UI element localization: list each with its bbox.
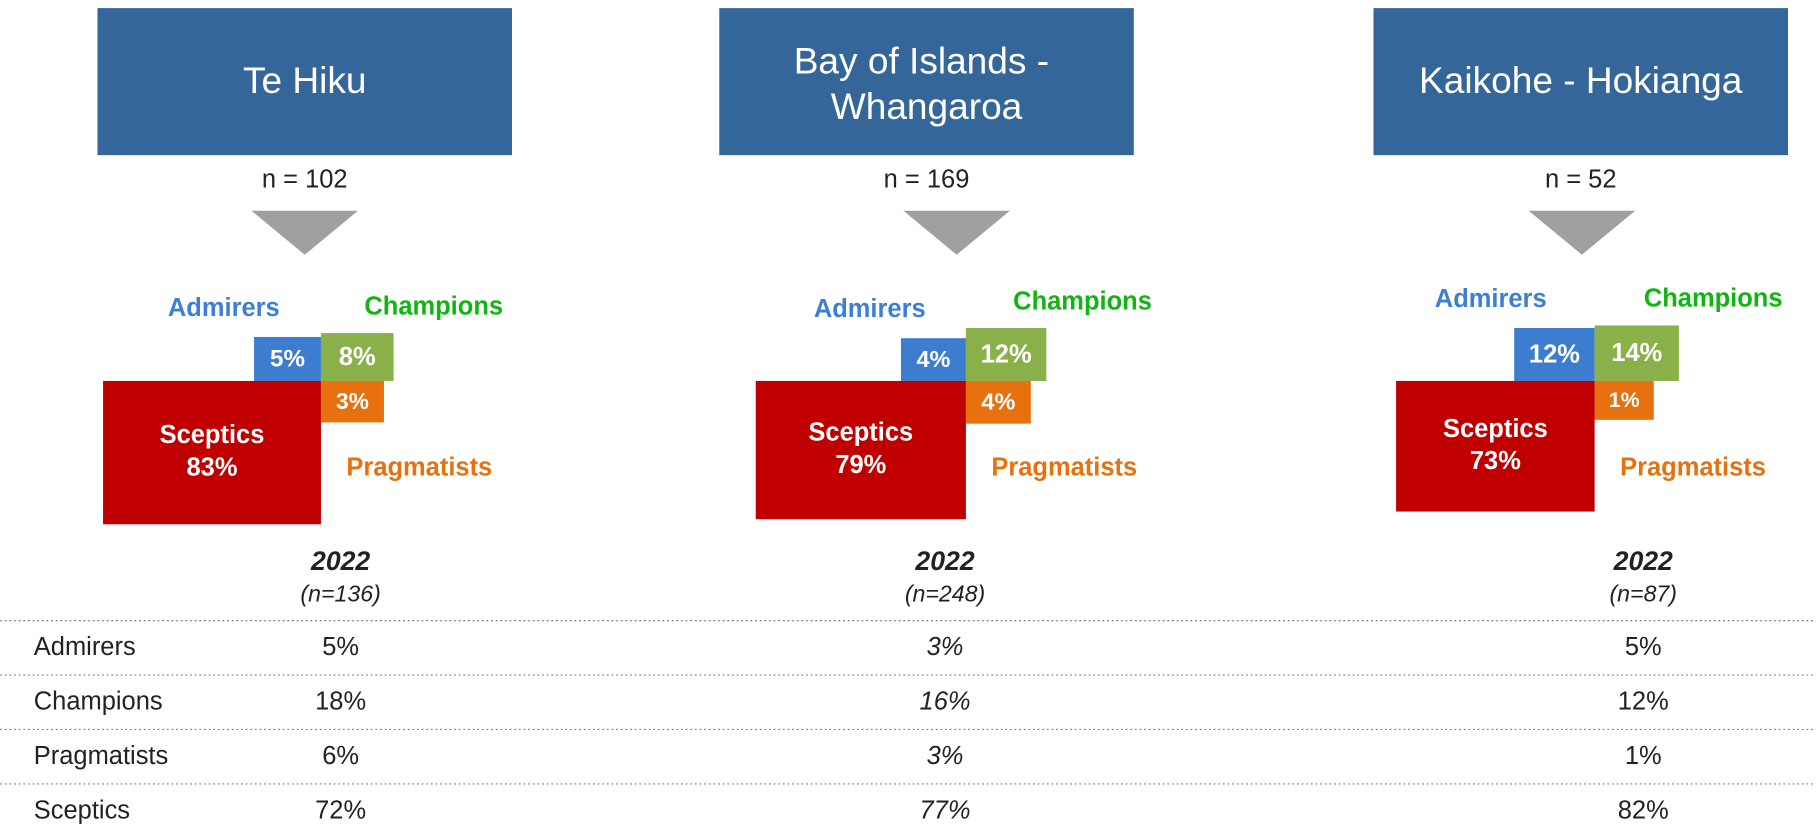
column-year: 2022 xyxy=(914,546,974,576)
segment-box xyxy=(900,338,966,381)
segment-value: 12% xyxy=(981,340,1032,368)
title-box xyxy=(1373,8,1788,156)
column-n: (n=87) xyxy=(1609,580,1677,606)
column-year: 2022 xyxy=(310,546,370,576)
segment-box xyxy=(965,380,1031,424)
segment-label: Sceptics xyxy=(808,419,913,447)
row-label: Admirers xyxy=(34,633,136,661)
segment-box xyxy=(103,380,321,525)
segment-label: Admirers xyxy=(168,294,280,322)
sample-size: n = 52 xyxy=(1545,165,1617,193)
cell-value: 16% xyxy=(920,688,971,716)
segment-box xyxy=(1594,325,1679,381)
segment-label: Admirers xyxy=(814,295,926,323)
segment-box xyxy=(965,328,1047,381)
segment-box xyxy=(1514,328,1595,381)
segment-value: 14% xyxy=(1611,339,1662,367)
title-box xyxy=(719,8,1134,156)
title-box xyxy=(97,8,512,156)
cell-value: 5% xyxy=(1625,633,1662,661)
title-line: Bay of Islands - xyxy=(794,39,1060,81)
panel-title: Te Hiku xyxy=(243,59,367,101)
cell-value: 82% xyxy=(1618,796,1669,824)
segment-value: 73% xyxy=(1470,447,1521,475)
cell-value: 12% xyxy=(1618,688,1669,716)
segment-label: Champions xyxy=(364,292,503,320)
cell-value: 1% xyxy=(1625,742,1662,770)
sample-size: n = 169 xyxy=(884,165,970,193)
segment-value: 1% xyxy=(1609,388,1640,412)
column-n: (n=136) xyxy=(300,580,380,606)
segment-value: 4% xyxy=(981,389,1015,415)
segment-label: Sceptics xyxy=(1443,415,1548,443)
panel-title: Bay of Islands - Whangaroa xyxy=(794,39,1060,126)
cell-value: 77% xyxy=(920,796,971,824)
cell-value: 6% xyxy=(322,742,359,770)
segment-box xyxy=(320,333,394,381)
segment-value: 79% xyxy=(835,451,886,479)
cell-value: 3% xyxy=(927,742,964,770)
segment-box xyxy=(755,380,966,520)
sample-size: n = 102 xyxy=(262,165,348,193)
title-line: Whangaroa xyxy=(831,85,1023,127)
segment-box xyxy=(1594,380,1654,420)
segment-box xyxy=(1396,380,1595,512)
segment-label: Pragmatists xyxy=(346,454,492,482)
row-label: Sceptics xyxy=(34,796,130,824)
arrow xyxy=(251,210,358,255)
segment-value: 12% xyxy=(1529,340,1580,368)
cell-value: 5% xyxy=(322,633,359,661)
segment-label: Champions xyxy=(1644,285,1783,313)
segment-label: Pragmatists xyxy=(1620,454,1766,482)
segment-value: 5% xyxy=(270,345,305,372)
cell-value: 72% xyxy=(315,796,366,824)
segment-label: Sceptics xyxy=(160,421,265,449)
cell-value: 18% xyxy=(315,688,366,716)
row-label: Champions xyxy=(34,688,163,716)
segment-value: 83% xyxy=(187,454,238,482)
segment-value: 8% xyxy=(339,343,376,371)
arrow xyxy=(903,210,1010,255)
cell-value: 3% xyxy=(927,633,964,661)
arrow xyxy=(1528,210,1636,255)
segment-label: Champions xyxy=(1013,287,1152,315)
column-year: 2022 xyxy=(1613,546,1673,576)
segment-box xyxy=(320,380,384,423)
row-label: Pragmatists xyxy=(34,742,168,770)
segment-box xyxy=(254,336,321,381)
panel-title: Kaikohe - Hokianga xyxy=(1419,59,1743,101)
segment-value: 3% xyxy=(336,388,369,414)
segment-label: Pragmatists xyxy=(991,454,1137,482)
segment-value: 4% xyxy=(916,346,950,372)
segment-label: Admirers xyxy=(1435,285,1547,313)
column-n: (n=248) xyxy=(905,580,985,606)
